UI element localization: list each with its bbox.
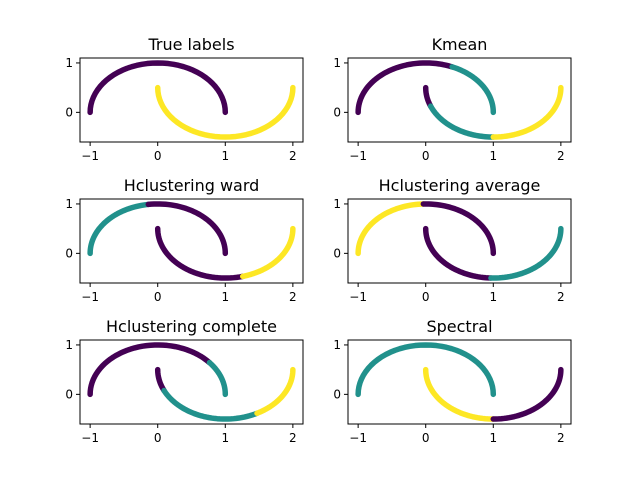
y-tick-label: 0 [65,105,73,119]
cluster-segment [254,366,296,417]
cluster-segment [154,366,167,394]
subplot-5: Hclustering complete −1 0 1 2 0 1 [65,317,304,445]
subplot-1: True labels −1 0 1 2 0 1 [65,35,304,163]
subplot-title: True labels [147,35,234,54]
x-tick-label: 1 [489,431,497,445]
x-tick-label: 1 [489,149,497,163]
cluster-segment [161,387,260,422]
cluster-segment [206,359,229,398]
scatter-points [87,342,296,422]
scatter-points [355,201,564,281]
y-tick-label: 1 [333,197,341,211]
axes-frame [347,339,572,425]
x-tick-label: 2 [289,290,297,304]
x-tick-label: 0 [154,290,162,304]
x-tick-label: 1 [489,290,497,304]
cluster-segment [355,60,455,116]
cluster-segment [427,103,497,140]
y-tick-label: 0 [65,387,73,401]
cluster-segment [240,225,296,280]
cluster-segment [154,84,296,140]
cluster-segment [488,225,564,281]
cluster-segment [422,366,497,422]
y-tick-label: 1 [333,338,341,352]
subplot-2: Kmean −1 0 1 2 0 1 [333,35,572,163]
cluster-segment [490,366,564,422]
cluster-segment [355,342,497,398]
y-tick-label: 1 [65,56,73,70]
subplot-6: Spectral −1 0 1 2 0 1 [333,317,572,445]
x-tick-label: 0 [154,149,162,163]
cluster-segment [422,225,494,281]
axes-frame [347,57,572,143]
y-tick-label: 1 [65,338,73,352]
axes-frame [347,198,572,284]
cluster-segment [154,225,246,281]
x-tick-label: −1 [81,149,99,163]
subplot-title: Hclustering ward [124,176,260,195]
scatter-points [87,60,296,140]
cluster-segment [490,84,564,140]
subplot-title: Hclustering average [379,176,541,195]
x-tick-label: 1 [221,149,229,163]
x-tick-label: 0 [422,149,430,163]
x-tick-label: 1 [221,431,229,445]
scatter-points [87,201,296,281]
x-tick-label: −1 [349,149,367,163]
x-tick-label: 2 [557,431,565,445]
cluster-segment [449,64,497,116]
cluster-segment [145,201,229,257]
scatter-points [355,342,564,422]
cluster-segment [87,201,152,257]
subplot-4: Hclustering average −1 0 1 2 0 1 [333,176,572,304]
x-tick-label: −1 [349,431,367,445]
axes-frame [79,57,304,143]
x-tick-label: 0 [154,431,162,445]
y-tick-label: 0 [333,246,341,260]
x-tick-label: 2 [557,290,565,304]
cluster-segment [87,342,213,398]
y-tick-label: 1 [65,197,73,211]
cluster-segment [422,84,434,109]
axes-frame [79,339,304,425]
x-tick-label: 0 [422,431,430,445]
cluster-segment [87,60,229,116]
x-tick-label: −1 [81,290,99,304]
subplot-title: Kmean [432,35,488,54]
subplot-title: Spectral [426,317,492,336]
x-tick-label: 0 [422,290,430,304]
cluster-segment [420,201,497,257]
subplot-title: Hclustering complete [106,317,277,336]
y-tick-label: 0 [333,105,341,119]
x-tick-label: −1 [81,431,99,445]
x-tick-label: 1 [221,290,229,304]
y-tick-label: 0 [333,387,341,401]
x-tick-label: 2 [557,149,565,163]
subplot-3: Hclustering ward −1 0 1 2 0 1 [65,176,304,304]
x-tick-label: 2 [289,431,297,445]
cluster-segment [355,201,427,257]
y-tick-label: 1 [333,56,341,70]
x-tick-label: 2 [289,149,297,163]
y-tick-label: 0 [65,246,73,260]
axes-frame [79,198,304,284]
scatter-points [355,60,564,140]
x-tick-label: −1 [349,290,367,304]
